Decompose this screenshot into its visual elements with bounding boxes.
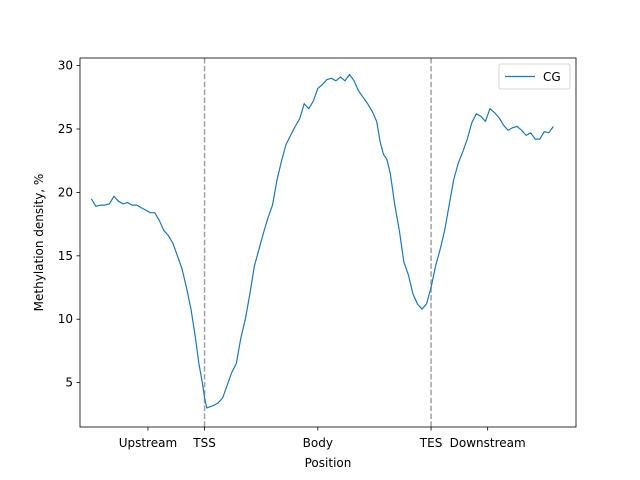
y-tick-label: 15 xyxy=(58,249,73,263)
x-axis: Upstream TSS Body TES Downstream xyxy=(119,427,526,450)
y-tick-label: 25 xyxy=(58,122,73,136)
plot-frame xyxy=(79,57,577,428)
x-axis-label: Position xyxy=(305,456,352,470)
y-tick-label: 20 xyxy=(58,185,73,199)
reference-lines xyxy=(203,58,432,427)
plot-area xyxy=(80,58,576,427)
x-tick-label: TSS xyxy=(192,436,216,450)
y-tick-label: 5 xyxy=(65,376,73,390)
series-line xyxy=(90,73,554,409)
legend: CG xyxy=(498,63,571,90)
y-axis: 5 10 15 20 25 30 xyxy=(58,59,80,390)
y-tick-label: 10 xyxy=(58,312,73,326)
y-tick-label: 30 xyxy=(58,59,73,73)
legend-label: CG xyxy=(543,70,561,84)
y-axis-label: Methylation density, % xyxy=(32,174,46,312)
series-layer xyxy=(90,73,554,409)
x-tick-label: Body xyxy=(303,436,333,450)
x-tick-label: Downstream xyxy=(450,436,526,450)
x-tick-label: TES xyxy=(419,436,443,450)
x-tick-label: Upstream xyxy=(119,436,177,450)
